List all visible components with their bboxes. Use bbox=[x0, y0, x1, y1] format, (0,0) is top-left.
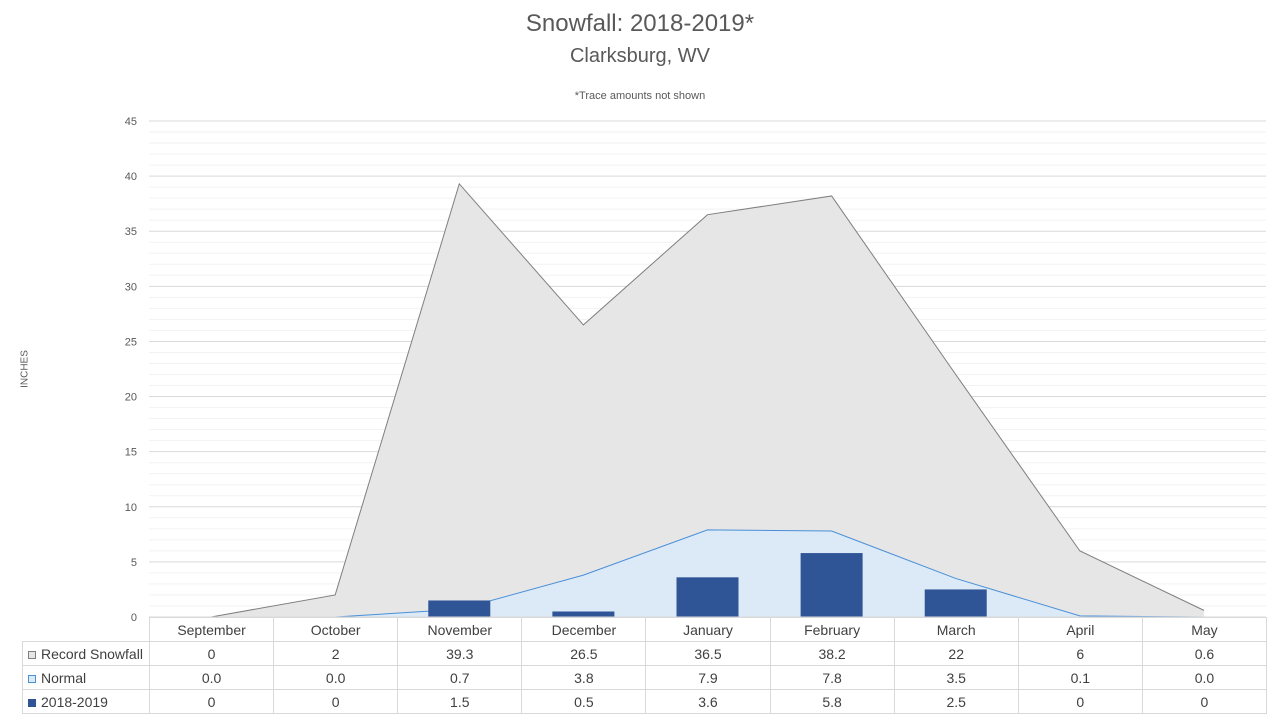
bar-november bbox=[428, 600, 491, 617]
data-label: 0 bbox=[1141, 689, 1267, 714]
data-label: 0.1 bbox=[1017, 665, 1143, 690]
x-tick-label: May bbox=[1141, 617, 1267, 642]
bar-february bbox=[800, 553, 863, 617]
legend-label: 2018-2019 bbox=[41, 693, 108, 710]
legend-entry: Normal bbox=[22, 665, 150, 690]
data-label: 0.0 bbox=[148, 665, 275, 690]
x-tick-label: March bbox=[893, 617, 1019, 642]
data-label: 7.8 bbox=[769, 665, 895, 690]
y-tick-label: 40 bbox=[125, 171, 137, 183]
area-record-snowfall bbox=[211, 183, 1204, 617]
table-corner bbox=[22, 617, 150, 642]
data-label: 36.5 bbox=[645, 641, 771, 666]
x-tick-label: September bbox=[148, 617, 275, 642]
data-label: 22 bbox=[893, 641, 1019, 666]
data-label: 5.8 bbox=[769, 689, 895, 714]
table-row: Normal 0.0 0.0 0.7 3.8 7.9 7.8 3.5 0.1 0.0 bbox=[22, 665, 1267, 690]
legend-swatch bbox=[28, 698, 36, 707]
x-tick-label: December bbox=[521, 617, 647, 642]
x-tick-label: April bbox=[1017, 617, 1143, 642]
legend-swatch bbox=[28, 674, 36, 683]
data-label: 7.9 bbox=[645, 665, 771, 690]
data-label: 0 bbox=[273, 689, 399, 714]
data-label: 26.5 bbox=[521, 641, 647, 666]
data-label: 38.2 bbox=[769, 641, 895, 666]
y-tick-label: 20 bbox=[125, 392, 137, 404]
x-tick-label: October bbox=[273, 617, 399, 642]
legend-swatch bbox=[28, 650, 36, 659]
data-label: 6 bbox=[1017, 641, 1143, 666]
data-label: 2 bbox=[273, 641, 399, 666]
legend-label: Record Snowfall bbox=[41, 645, 143, 662]
data-label: 0.5 bbox=[521, 689, 647, 714]
chart-subtitle: Clarksburg, WV bbox=[569, 45, 711, 67]
y-tick-label: 15 bbox=[125, 447, 137, 459]
bar-december bbox=[552, 611, 615, 617]
table-header-row: September October November December January F… bbox=[22, 617, 1267, 642]
data-label: 3.5 bbox=[893, 665, 1019, 690]
data-label: 3.8 bbox=[521, 665, 647, 690]
chart-note: *Trace amounts not shown bbox=[574, 90, 706, 102]
x-tick-label: November bbox=[397, 617, 523, 642]
data-table: September October November December January F… bbox=[22, 617, 1267, 714]
y-tick-label: 30 bbox=[125, 281, 137, 293]
data-label: 0 bbox=[1017, 689, 1143, 714]
data-label: 0.6 bbox=[1141, 641, 1267, 666]
data-label: 0.7 bbox=[397, 665, 523, 690]
legend-entry: 2018-2019 bbox=[22, 689, 150, 714]
bar-march bbox=[924, 589, 987, 617]
data-label: 0 bbox=[148, 641, 275, 666]
y-tick-label: 10 bbox=[125, 502, 137, 514]
legend-entry: Record Snowfall bbox=[22, 641, 150, 666]
y-tick-label: 25 bbox=[125, 336, 137, 348]
data-label: 39.3 bbox=[397, 641, 523, 666]
x-tick-label: January bbox=[645, 617, 771, 642]
y-tick-label: 5 bbox=[131, 557, 137, 569]
data-label: 1.5 bbox=[397, 689, 523, 714]
data-label: 0 bbox=[148, 689, 275, 714]
table-row: Record Snowfall 0 2 39.3 26.5 36.5 38.2 22 6 0.6 bbox=[22, 641, 1267, 666]
y-tick-label: 35 bbox=[125, 226, 137, 238]
data-label: 3.6 bbox=[645, 689, 771, 714]
x-tick-label: February bbox=[769, 617, 895, 642]
data-label: 2.5 bbox=[893, 689, 1019, 714]
chart-title: Snowfall: 2018-2019* bbox=[525, 10, 755, 37]
data-label: 0.0 bbox=[1141, 665, 1267, 690]
data-label: 0.0 bbox=[273, 665, 399, 690]
table-row: 2018-2019 0 0 1.5 0.5 3.6 5.8 2.5 0 0 bbox=[22, 689, 1267, 714]
y-tick-label: 45 bbox=[125, 116, 137, 128]
legend-label: Normal bbox=[41, 669, 87, 686]
bar-january bbox=[676, 577, 739, 617]
